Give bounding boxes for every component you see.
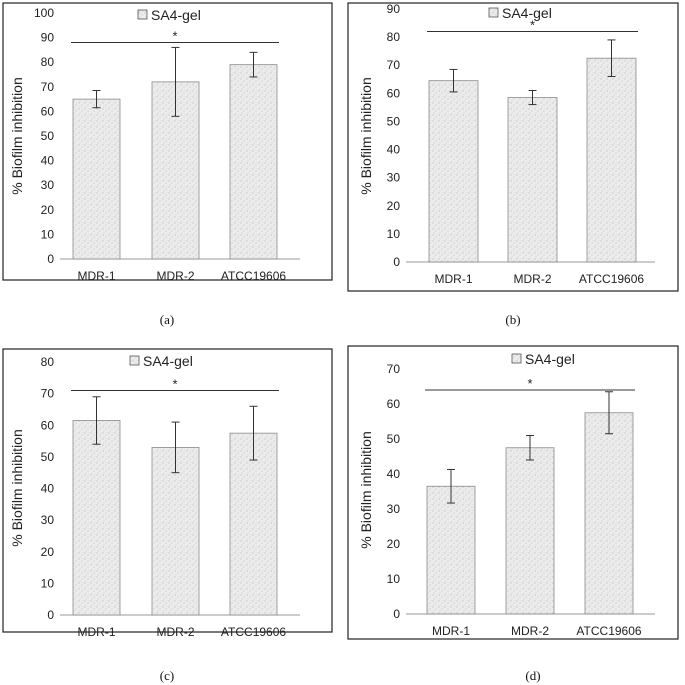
y-tick-label: 20 [41, 203, 55, 217]
y-tick-label: 10 [41, 576, 55, 590]
chart-panel-2: 0 10 20 30 40 50 60 70 80 90 MDR-1 MDR-2 ATCC19606 *S… [347, 2, 679, 292]
significance-marker: * [530, 17, 535, 32]
y-tick-label: 60 [41, 418, 55, 432]
panel-caption: (a) [160, 312, 174, 327]
y-axis-label: % Biofilm inhibition [9, 77, 25, 195]
bar [72, 420, 121, 616]
y-tick-label: 0 [47, 608, 54, 622]
x-tick-label: MDR-1 [78, 625, 116, 639]
y-tick-label: 80 [41, 55, 55, 69]
legend-label: SA4-gel [151, 7, 201, 23]
bar [72, 98, 121, 260]
y-tick-label: 40 [41, 482, 55, 496]
y-tick-label: 0 [393, 607, 400, 621]
legend-label: SA4-gel [143, 353, 193, 369]
bar [151, 446, 200, 616]
legend-swatch [129, 355, 140, 366]
x-tick-label: MDR-1 [435, 272, 473, 286]
legend-swatch [137, 9, 148, 20]
significance-marker: * [172, 376, 177, 391]
y-tick-label: 90 [41, 31, 55, 45]
bar [584, 412, 634, 615]
y-tick-label: 10 [41, 227, 55, 241]
bar [426, 485, 476, 615]
legend-label: SA4-gel [525, 351, 575, 367]
chart-panel-1: 0 10 20 30 40 50 60 70 80 90 100 MDR-1 MDR-2 ATCC1960… [2, 2, 333, 283]
y-tick-label: 10 [387, 572, 401, 586]
bar [586, 57, 637, 263]
y-tick-label: 20 [41, 545, 55, 559]
bar [428, 80, 479, 263]
y-tick-label: 60 [41, 104, 55, 118]
y-tick-label: 50 [41, 450, 55, 464]
legend-swatch [511, 353, 522, 364]
y-tick-label: 70 [387, 362, 401, 376]
panel-caption: (c) [160, 668, 174, 683]
y-tick-label: 30 [387, 502, 401, 516]
bar [505, 447, 555, 615]
y-axis-label: % Biofilm inhibition [9, 429, 25, 547]
y-tick-label: 30 [41, 178, 55, 192]
y-tick-label: 60 [387, 86, 401, 100]
legend-swatch [488, 7, 499, 18]
y-tick-label: 30 [387, 171, 401, 185]
x-tick-label: MDR-1 [432, 624, 470, 638]
x-tick-label: ATCC19606 [579, 272, 644, 286]
y-tick-label: 10 [387, 227, 401, 241]
x-tick-label: ATCC19606 [576, 624, 641, 638]
y-tick-label: 90 [387, 2, 401, 16]
x-tick-label: ATCC19606 [221, 269, 286, 283]
y-tick-label: 30 [41, 513, 55, 527]
chart-panel-4: 0 10 20 30 40 50 60 70 MDR-1 MDR-2 ATCC19606 * SA4-g… [347, 345, 679, 640]
x-tick-label: MDR-2 [514, 272, 552, 286]
y-tick-label: 50 [387, 432, 401, 446]
y-axis-label: % Biofilm inhibition [358, 77, 374, 195]
y-tick-label: 60 [387, 397, 401, 411]
y-tick-label: 50 [41, 129, 55, 143]
y-tick-label: 40 [387, 143, 401, 157]
bar [229, 64, 278, 260]
legend-label: SA4-gel [502, 5, 552, 21]
bar [507, 97, 558, 263]
y-tick-label: 40 [41, 154, 55, 168]
panel-caption: (d) [525, 668, 540, 683]
bar [229, 432, 278, 616]
significance-marker: * [172, 29, 177, 44]
y-tick-label: 100 [34, 6, 54, 20]
y-tick-label: 20 [387, 199, 401, 213]
x-tick-label: MDR-2 [511, 624, 549, 638]
y-tick-label: 0 [47, 252, 54, 266]
y-tick-label: 50 [387, 114, 401, 128]
y-tick-label: 70 [41, 80, 55, 94]
y-tick-label: 20 [387, 537, 401, 551]
y-tick-label: 80 [41, 355, 55, 369]
y-tick-label: 40 [387, 467, 401, 481]
x-tick-label: MDR-2 [157, 625, 195, 639]
significance-marker: * [527, 376, 532, 391]
y-axis-label: % Biofilm inhibition [358, 431, 374, 549]
x-tick-label: MDR-2 [157, 269, 195, 283]
y-tick-label: 70 [387, 58, 401, 72]
x-tick-label: ATCC19606 [221, 625, 286, 639]
x-tick-label: MDR-1 [78, 269, 116, 283]
chart-panel-3: 0 10 20 30 40 50 60 70 80 MDR-1 MDR-2 ATCC19606 * SA4… [2, 348, 333, 639]
y-tick-label: 0 [393, 255, 400, 269]
panel-caption: (b) [505, 312, 520, 327]
y-tick-label: 70 [41, 387, 55, 401]
y-tick-label: 80 [387, 30, 401, 44]
